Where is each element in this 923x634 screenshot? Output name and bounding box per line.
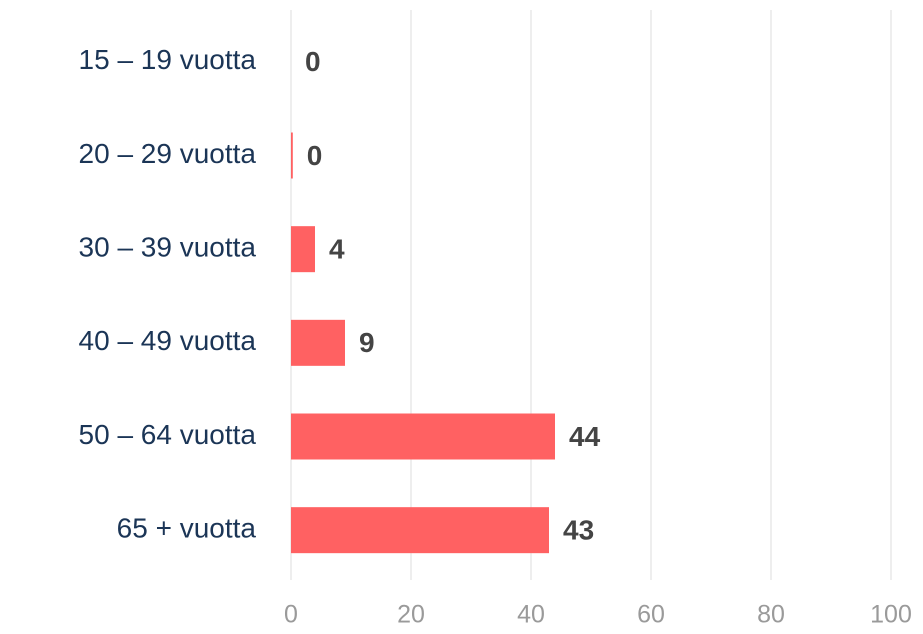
x-tick-label: 100 [870, 601, 912, 629]
value-label: 0 [307, 140, 323, 171]
y-tick-label: 30 – 39 vuotta [79, 232, 257, 263]
bar [291, 507, 549, 554]
y-tick-label: 40 – 49 vuotta [79, 325, 257, 356]
x-tick-label: 80 [757, 601, 785, 629]
x-tick-label: 60 [637, 601, 665, 629]
y-tick-label: 50 – 64 vuotta [79, 419, 257, 450]
value-label: 9 [359, 327, 375, 358]
bar [291, 226, 315, 273]
value-label: 44 [569, 421, 601, 452]
x-tick-label: 40 [517, 601, 545, 629]
value-label: 43 [563, 515, 594, 546]
bar [291, 132, 293, 179]
x-tick-label: 0 [284, 601, 298, 629]
x-tick-label: 20 [397, 601, 425, 629]
y-tick-label: 65 + vuotta [117, 513, 257, 544]
bar [291, 319, 345, 366]
y-tick-label: 20 – 29 vuotta [79, 138, 257, 169]
y-tick-label: 15 – 19 vuotta [79, 44, 257, 75]
value-label: 4 [329, 234, 345, 265]
bar [291, 413, 555, 460]
value-label: 0 [305, 46, 321, 77]
